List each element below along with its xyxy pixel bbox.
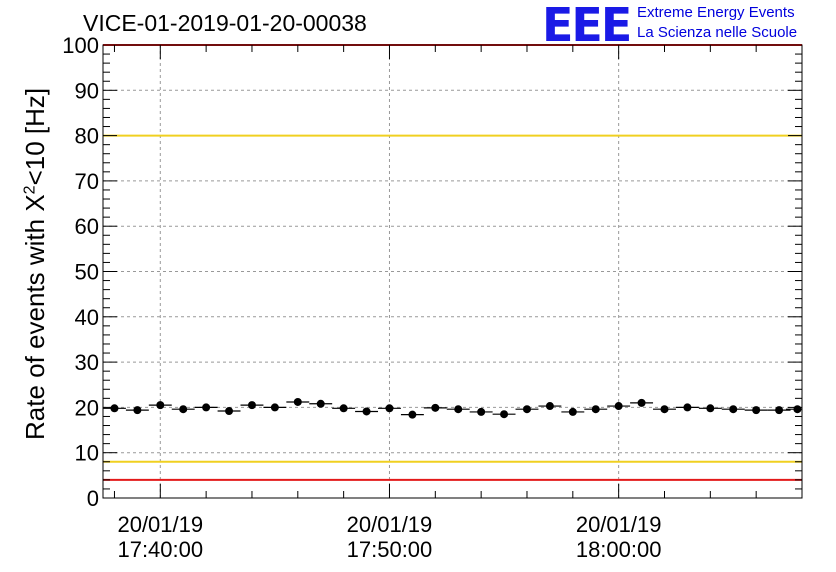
data-point [385,404,394,413]
logo-line-2: La Scienza nelle Scuole [637,24,798,41]
data-point [431,403,440,412]
data-point [202,403,211,412]
data-point [793,405,802,414]
data-point [133,406,142,415]
data-point [316,399,325,408]
data-point [775,406,784,415]
eee-logo-mark: EEE [542,0,632,52]
y-axis-label: Rate of events with X2<10 [Hz] [20,88,51,440]
y-tick-label: 50 [75,260,99,285]
x-tick-date-label: 20/01/19 [347,512,433,537]
x-tick-time-label: 18:00:00 [576,537,662,562]
chart-title: VICE-01-2019-01-20-00038 [83,10,367,36]
data-point [225,407,234,416]
data-point [408,410,417,419]
data-point [339,404,348,413]
data-point [522,405,531,414]
y-tick-label: 100 [62,33,99,58]
eee-logo-text: Extreme Energy Events La Scienza nelle S… [637,3,797,43]
data-point [362,407,371,416]
logo-line-1: Extreme Energy Events [637,4,795,21]
y-tick-label: 0 [87,486,99,511]
data-point [454,405,463,414]
y-tick-label: 30 [75,350,99,375]
data-point [568,407,577,416]
data-point [752,406,761,415]
data-point [110,404,119,413]
x-tick-date-label: 20/01/19 [117,512,203,537]
data-point [293,397,302,406]
data-point [270,403,279,412]
y-tick-label: 10 [75,441,99,466]
y-tick-label: 70 [75,169,99,194]
data-point [729,405,738,414]
x-tick-time-label: 17:40:00 [117,537,203,562]
data-point [545,402,554,411]
y-axis-label-rest: <10 [Hz] [20,87,50,186]
y-tick-label: 40 [75,305,99,330]
y-tick-label: 80 [75,124,99,149]
data-point [156,401,165,410]
data-point [500,410,509,419]
data-point [637,398,646,407]
x-tick-date-label: 20/01/19 [576,512,662,537]
data-point [614,402,623,411]
y-tick-label: 60 [75,214,99,239]
data-point [591,405,600,414]
data-point [683,403,692,412]
x-tick-time-label: 17:50:00 [347,537,433,562]
data-point [247,401,256,410]
y-axis-label-main: Rate of events with X [20,194,50,440]
y-axis-label-sup: 2 [21,185,39,195]
data-point [660,405,669,414]
y-tick-label: 20 [75,395,99,420]
data-point [477,407,486,416]
data-point [179,405,188,414]
y-tick-label: 90 [75,78,99,103]
data-point [706,404,715,413]
